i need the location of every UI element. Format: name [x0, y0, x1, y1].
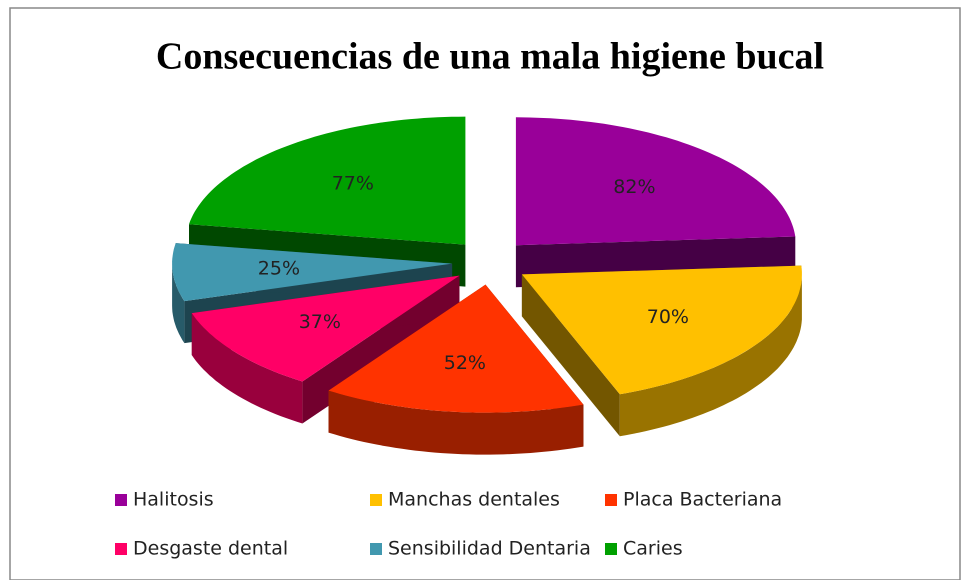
slice-side: [521, 274, 620, 437]
legend-swatch: [115, 543, 127, 555]
slice-side: [172, 263, 185, 344]
slice: [515, 117, 796, 246]
slice-group: 52%: [328, 284, 584, 455]
data-label: 70%: [647, 306, 689, 328]
legend-swatch: [605, 494, 617, 506]
slice: [521, 265, 802, 395]
data-label: 25%: [258, 258, 300, 280]
slice: [172, 243, 453, 302]
slice-side: [191, 313, 303, 424]
legend-swatch: [370, 494, 382, 506]
legend-label: Caries: [623, 538, 683, 560]
slice: [189, 116, 466, 245]
slice: [191, 275, 460, 382]
chart-title: Consecuencias de una mala higiene bucal: [156, 36, 824, 78]
legend-label: Sensibilidad Dentaria: [388, 538, 591, 560]
legend-label: Halitosis: [133, 489, 214, 511]
data-label: 52%: [444, 352, 486, 374]
legend-swatch: [370, 543, 382, 555]
slice-side: [619, 274, 802, 437]
data-label: 37%: [299, 311, 341, 333]
slice-group: 70%: [521, 265, 802, 437]
data-label: 77%: [332, 173, 374, 195]
data-label: 82%: [613, 176, 655, 198]
legend-swatch: [115, 494, 127, 506]
legend-swatch: [605, 543, 617, 555]
slice: [328, 284, 584, 413]
slice-side: [328, 390, 584, 455]
legend-label: Manchas dentales: [388, 489, 560, 511]
legend-label: Desgaste dental: [133, 538, 288, 560]
legend-label: Placa Bacteriana: [623, 489, 782, 511]
